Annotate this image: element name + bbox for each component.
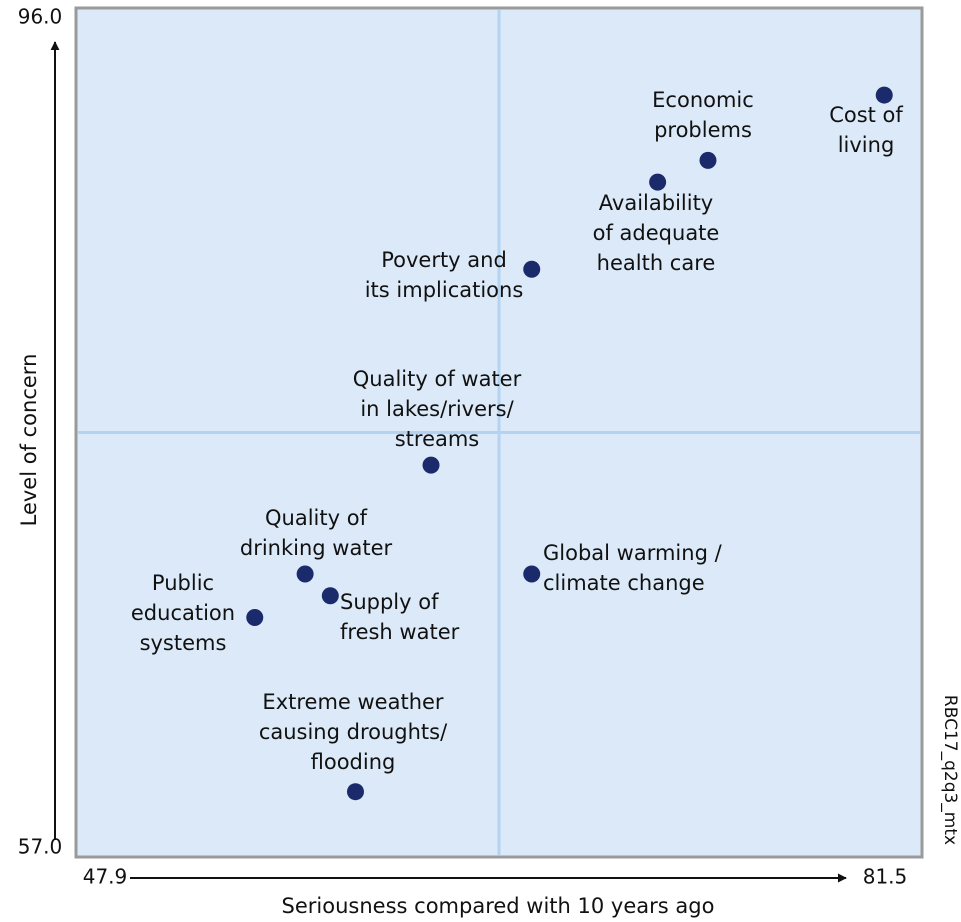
data-point	[321, 587, 339, 605]
label-line: of adequate	[593, 221, 720, 245]
point-label: Poverty and its implications	[365, 248, 524, 302]
label-line: flooding	[311, 750, 396, 774]
label-line: living	[838, 133, 895, 157]
label-line: Supply of	[340, 590, 439, 614]
label-line: Economic	[652, 88, 754, 112]
point-label: Quality of water in lakes/rivers/streams	[353, 367, 522, 451]
data-point	[296, 565, 314, 583]
label-line: Public	[152, 571, 214, 595]
label-line: Availability	[599, 191, 713, 215]
label-line: climate change	[543, 571, 705, 595]
label-line: drinking water	[240, 536, 393, 560]
label-line: Quality of water	[353, 367, 522, 391]
point-label: Quality of drinking water	[240, 506, 393, 560]
point-label: Economic problems	[652, 88, 754, 142]
point-label: Extreme weather causing droughts/flooding	[259, 690, 448, 774]
label-line: Cost of	[829, 103, 903, 127]
point-label: Public education systems	[131, 571, 235, 655]
x-tick-label: 47.9	[83, 865, 128, 889]
point-label: Availability of adequate health care	[593, 191, 720, 275]
label-line: streams	[395, 427, 480, 451]
x-axis-label: Seriousness compared with 10 years ago	[282, 894, 715, 918]
data-point	[246, 609, 264, 627]
data-point	[523, 565, 541, 583]
label-line: its implications	[365, 278, 524, 302]
data-point	[649, 173, 667, 191]
label-line: Extreme weather	[262, 690, 444, 714]
point-label: Global warming / climate change	[543, 541, 723, 595]
label-line: in lakes/rivers/	[360, 397, 514, 421]
label-line: problems	[654, 118, 752, 142]
point-label: Cost of living	[829, 103, 903, 157]
label-line: health care	[597, 251, 716, 275]
x-tick-label: 81.5	[863, 865, 908, 889]
data-point	[346, 783, 364, 801]
data-point	[875, 86, 893, 104]
label-line: Poverty and	[381, 248, 507, 272]
y-tick-label: 96.0	[18, 5, 63, 29]
data-point	[699, 151, 717, 169]
data-point	[523, 260, 541, 278]
label-line: education	[131, 601, 235, 625]
label-line: fresh water	[340, 620, 460, 644]
y-tick-label: 57.0	[18, 835, 63, 859]
label-line: Quality of	[265, 506, 368, 530]
label-line: Global warming /	[543, 541, 723, 565]
data-point	[422, 456, 440, 474]
source-note: RBC17_q2q3_mtx	[940, 695, 960, 845]
point-label: Supply of fresh water	[340, 590, 460, 644]
label-line: systems	[140, 631, 227, 655]
label-line: causing droughts/	[259, 720, 448, 744]
y-axis-label: Level of concern	[17, 354, 41, 527]
